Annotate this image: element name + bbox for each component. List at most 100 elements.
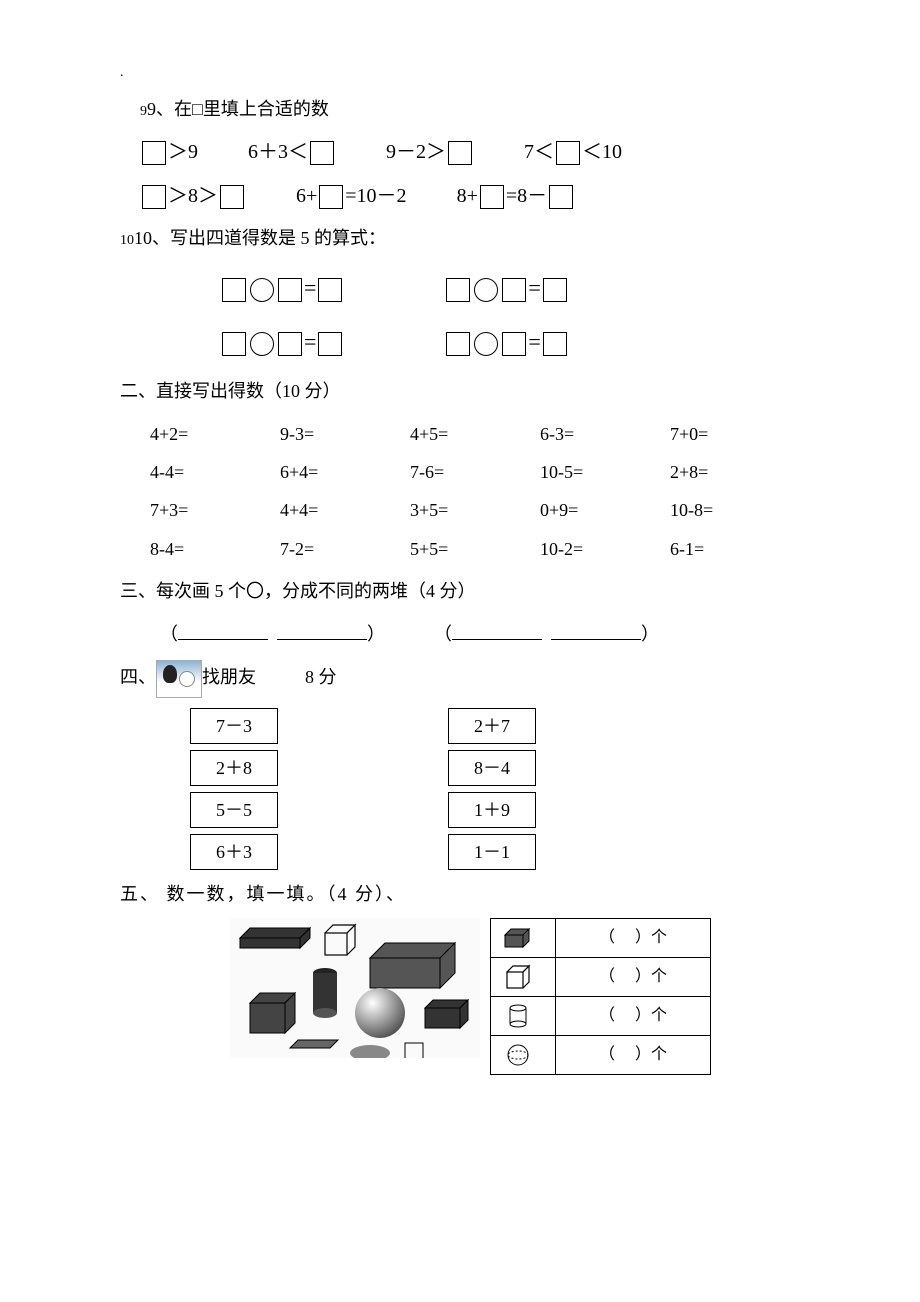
shapes-scene bbox=[230, 918, 480, 1058]
count-cell: （ ）个 bbox=[556, 958, 711, 997]
equation-blank: = bbox=[444, 322, 568, 362]
friend-box[interactable]: 6＋3 bbox=[190, 834, 278, 870]
blank-box[interactable] bbox=[142, 185, 166, 209]
blank-box[interactable] bbox=[222, 332, 246, 356]
section2-title: 二、直接写出得数（10 分） bbox=[120, 375, 800, 407]
math-cell: 7-6= bbox=[410, 456, 540, 488]
blank-circle[interactable] bbox=[250, 278, 274, 302]
math-cell: 0+9= bbox=[540, 494, 670, 526]
page-dot: . bbox=[120, 60, 800, 85]
blank-box[interactable] bbox=[220, 185, 244, 209]
math-cell: 7-2= bbox=[280, 533, 410, 565]
equation-blank: = bbox=[220, 268, 344, 308]
blank-circle[interactable] bbox=[474, 278, 498, 302]
paren-open: （ bbox=[599, 968, 615, 985]
math-cell: 4+4= bbox=[280, 494, 410, 526]
sphere-icon bbox=[491, 1036, 556, 1075]
cylinder-icon bbox=[491, 997, 556, 1036]
friend-box[interactable]: 5－5 bbox=[190, 792, 278, 828]
cube-icon bbox=[491, 958, 556, 997]
table-row: （ ）个 bbox=[491, 1036, 711, 1075]
blank-line[interactable] bbox=[452, 621, 542, 640]
q9-row1: ＞9 6＋3＜ 9－2＞ 7＜＜10 bbox=[140, 134, 800, 170]
shapes-area: （ ）个 （ ）个 （ ）个 （ ）个 bbox=[230, 918, 800, 1075]
math-cell: 6-1= bbox=[670, 533, 800, 565]
math-cell: 10-5= bbox=[540, 456, 670, 488]
blank-line[interactable] bbox=[178, 621, 268, 640]
count-cell: （ ）个 bbox=[556, 919, 711, 958]
text: 9－2＞ bbox=[386, 141, 446, 163]
friend-box[interactable]: 7－3 bbox=[190, 708, 278, 744]
blank-box[interactable] bbox=[502, 278, 526, 302]
blank-circle[interactable] bbox=[250, 332, 274, 356]
table-row: （ ）个 bbox=[491, 958, 711, 997]
paren-open: （ bbox=[599, 1007, 615, 1024]
blank-box[interactable] bbox=[278, 278, 302, 302]
math-row: 4-4= 6+4= 7-6= 10-5= 2+8= bbox=[150, 456, 800, 488]
blank-box[interactable] bbox=[543, 332, 567, 356]
blank-box[interactable] bbox=[222, 278, 246, 302]
paren-open: （ bbox=[599, 929, 615, 946]
q9-title: 99、在□里填上合适的数 bbox=[140, 93, 800, 125]
blank-circle[interactable] bbox=[474, 332, 498, 356]
math-cell: 9-3= bbox=[280, 418, 410, 450]
q9-title-text: 9、在□里填上合适的数 bbox=[147, 99, 329, 119]
friend-box[interactable]: 8－4 bbox=[448, 750, 536, 786]
blank-box[interactable] bbox=[502, 332, 526, 356]
friend-box[interactable]: 1＋9 bbox=[448, 792, 536, 828]
blank-box[interactable] bbox=[543, 278, 567, 302]
text: ＞8＞ bbox=[168, 185, 218, 207]
equation-blank: = bbox=[220, 322, 344, 362]
penguin-icon bbox=[156, 660, 202, 698]
count-cell: （ ）个 bbox=[556, 997, 711, 1036]
s4-prefix: 四、 bbox=[120, 667, 156, 687]
friend-box[interactable]: 1－1 bbox=[448, 834, 536, 870]
math-cell: 7+0= bbox=[670, 418, 800, 450]
s4-title-text: 找朋友 bbox=[202, 667, 256, 687]
friend-col-left: 7－3 2＋8 5－5 6＋3 bbox=[190, 708, 278, 870]
blank-box[interactable] bbox=[446, 332, 470, 356]
text: =8－ bbox=[506, 185, 547, 207]
table-row: （ ）个 bbox=[491, 919, 711, 958]
math-cell: 4+2= bbox=[150, 418, 280, 450]
math-cell: 8-4= bbox=[150, 533, 280, 565]
blank-box[interactable] bbox=[319, 185, 343, 209]
q10-title-text: 10、写出四道得数是 5 的算式： bbox=[134, 228, 386, 248]
paren-open: （ bbox=[599, 1046, 615, 1063]
blank-box[interactable] bbox=[278, 332, 302, 356]
math-grid: 4+2= 9-3= 4+5= 6-3= 7+0= 4-4= 6+4= 7-6= … bbox=[150, 418, 800, 566]
blank-box[interactable] bbox=[549, 185, 573, 209]
blank-box[interactable] bbox=[310, 141, 334, 165]
math-cell: 6-3= bbox=[540, 418, 670, 450]
blank-line[interactable] bbox=[277, 621, 367, 640]
paren-close: ）个 bbox=[635, 1046, 667, 1063]
friend-col-right: 2＋7 8－4 1＋9 1－1 bbox=[448, 708, 536, 870]
friend-box[interactable]: 2＋8 bbox=[190, 750, 278, 786]
math-cell: 6+4= bbox=[280, 456, 410, 488]
blank-box[interactable] bbox=[446, 278, 470, 302]
blank-box[interactable] bbox=[318, 332, 342, 356]
blank-line[interactable] bbox=[551, 621, 641, 640]
blank-box[interactable] bbox=[142, 141, 166, 165]
math-cell: 5+5= bbox=[410, 533, 540, 565]
section3-blanks: （ ） （ ） bbox=[160, 618, 800, 650]
blank-box[interactable] bbox=[318, 278, 342, 302]
math-cell: 7+3= bbox=[150, 494, 280, 526]
equation-blank: = bbox=[444, 268, 568, 308]
q9-row2: ＞8＞ 6+=10－2 8+=8－ bbox=[140, 178, 800, 214]
blank-box[interactable] bbox=[556, 141, 580, 165]
count-table: （ ）个 （ ）个 （ ）个 （ ）个 bbox=[490, 918, 711, 1075]
section4-title: 四、找朋友 8 分 bbox=[120, 660, 800, 698]
blank-box[interactable] bbox=[480, 185, 504, 209]
paren-close: ）个 bbox=[635, 1007, 667, 1024]
math-cell: 10-8= bbox=[670, 494, 800, 526]
text: 7＜ bbox=[524, 141, 554, 163]
friend-box[interactable]: 2＋7 bbox=[448, 708, 536, 744]
math-cell: 3+5= bbox=[410, 494, 540, 526]
blank-box[interactable] bbox=[448, 141, 472, 165]
q10-row1: = = bbox=[220, 268, 800, 308]
math-cell: 4+5= bbox=[410, 418, 540, 450]
text: 8+ bbox=[457, 185, 478, 207]
section5-title: 五、 数一数，填一填。（4 分）、 bbox=[120, 878, 800, 910]
q10-row2: = = bbox=[220, 322, 800, 362]
